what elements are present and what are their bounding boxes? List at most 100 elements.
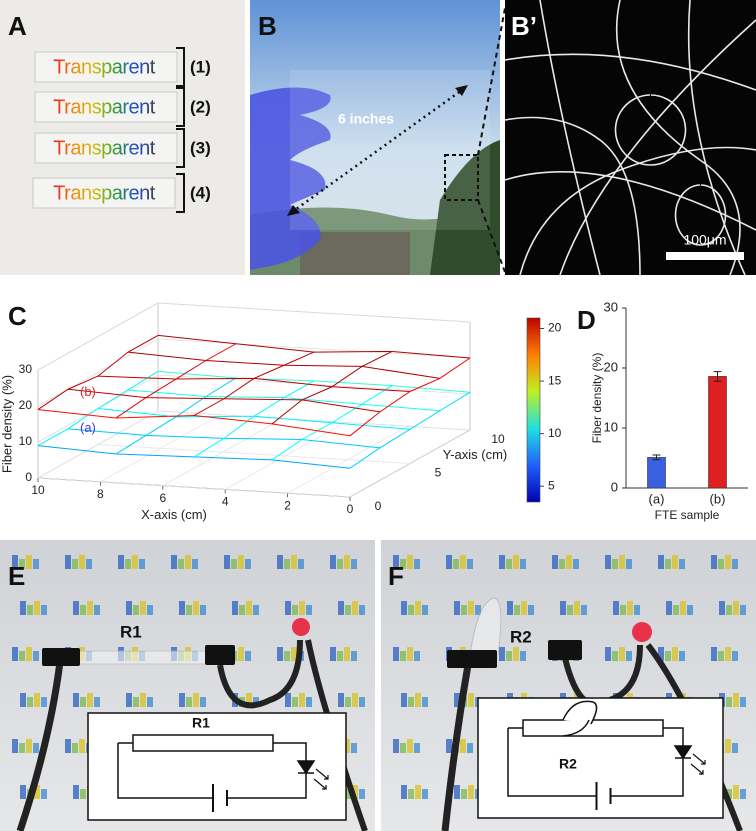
logo-glyph [179,693,185,707]
logo-glyph [422,789,428,799]
logo-glyph [446,739,452,753]
x-tick-label: 6 [159,491,166,505]
logo-glyph [224,555,230,569]
resistor-label: R1 [120,622,142,641]
electrode [548,640,582,660]
logo-glyph [619,555,625,569]
colorbar-tick-label: 5 [548,478,555,492]
grid-line [157,302,471,323]
logo-glyph [408,697,414,707]
logo-glyph [726,605,732,615]
logo-glyph [178,559,184,569]
logo-glyph [12,647,18,661]
logo-glyph [292,605,298,615]
panel-label: E [8,561,25,591]
trees [430,140,500,275]
logo-glyph [740,605,746,615]
logo-glyph [352,785,358,799]
logo-glyph [711,647,717,661]
light-arrows [313,768,329,790]
logo-glyph [626,651,632,661]
surface-mesh-line [193,351,315,416]
logo-glyph [401,693,407,707]
zoom-box [444,154,479,201]
fiber [539,0,601,276]
logo-glyph [559,559,565,569]
surface-mesh-line [115,377,237,455]
annotation: 6 inches [338,111,394,127]
logo-glyph [620,605,626,615]
logo-glyph [27,605,33,615]
logo-glyph [86,559,92,569]
logo-glyph [460,739,466,753]
logo-glyph [680,601,686,615]
logo-glyph [732,651,738,661]
logo-glyph [65,739,71,753]
logo-glyph [351,743,357,753]
logo-glyph [408,605,414,615]
logo-glyph [277,555,283,569]
logo-glyph [179,601,185,615]
logo-glyph [72,743,78,753]
surface-mesh-line [193,380,315,458]
grid-line [37,338,159,407]
logo-glyph [726,697,732,707]
surface-mesh-line [37,370,159,447]
logo-glyph [73,785,79,799]
circuit-label: R1 [192,715,210,731]
logo-glyph [26,555,32,569]
fiber [674,184,727,246]
fiber [504,53,756,91]
logo-glyph [20,785,26,799]
fiber [559,19,756,276]
colorbar [526,317,541,503]
light-arrows [690,753,706,775]
logo-glyph [407,555,413,569]
logo-glyph [41,789,47,799]
logo-glyph [239,605,245,615]
logo-glyph [574,601,580,615]
logo-glyph [446,555,452,569]
fiber [614,94,687,166]
logo-glyph [232,601,238,615]
logo-glyph [521,601,527,615]
surface-mesh-line [271,385,393,461]
logo-glyph [725,739,731,753]
logo-glyph [285,601,291,615]
surface-mesh-line [67,388,381,413]
logo-glyph [186,605,192,615]
logo-glyph [147,605,153,615]
logo-glyph [719,601,725,615]
zoom-line [477,199,506,273]
logo-glyph [133,697,139,707]
logo-glyph [400,559,406,569]
bracket [176,47,185,87]
sample-index: (4) [190,183,211,202]
logo-glyph [338,601,344,615]
logo-glyph [560,601,566,615]
logo-glyph [740,697,746,707]
logo-glyph [461,605,467,615]
logo-glyph [344,555,350,569]
x-tick-label: 0 [347,502,354,516]
logo-glyph [277,647,283,661]
logo-glyph [612,651,618,661]
logo-glyph [733,601,739,615]
battery [212,784,228,812]
logo-glyph [718,559,724,569]
logo-glyph [192,559,198,569]
logo-glyph [330,555,336,569]
logo-glyph [513,555,519,569]
panel-label: A [8,11,27,41]
logo-glyph [245,651,251,661]
logo-glyph [605,555,611,569]
logo-glyph [330,647,336,661]
logo-glyph [292,697,298,707]
logo-glyph [520,651,526,661]
logo-glyph [238,555,244,569]
logo-glyph [393,555,399,569]
logo-glyph [26,739,32,753]
z-axis-label: Fiber density (%) [0,375,14,473]
logo-glyph [79,739,85,753]
logo-glyph [126,693,132,707]
